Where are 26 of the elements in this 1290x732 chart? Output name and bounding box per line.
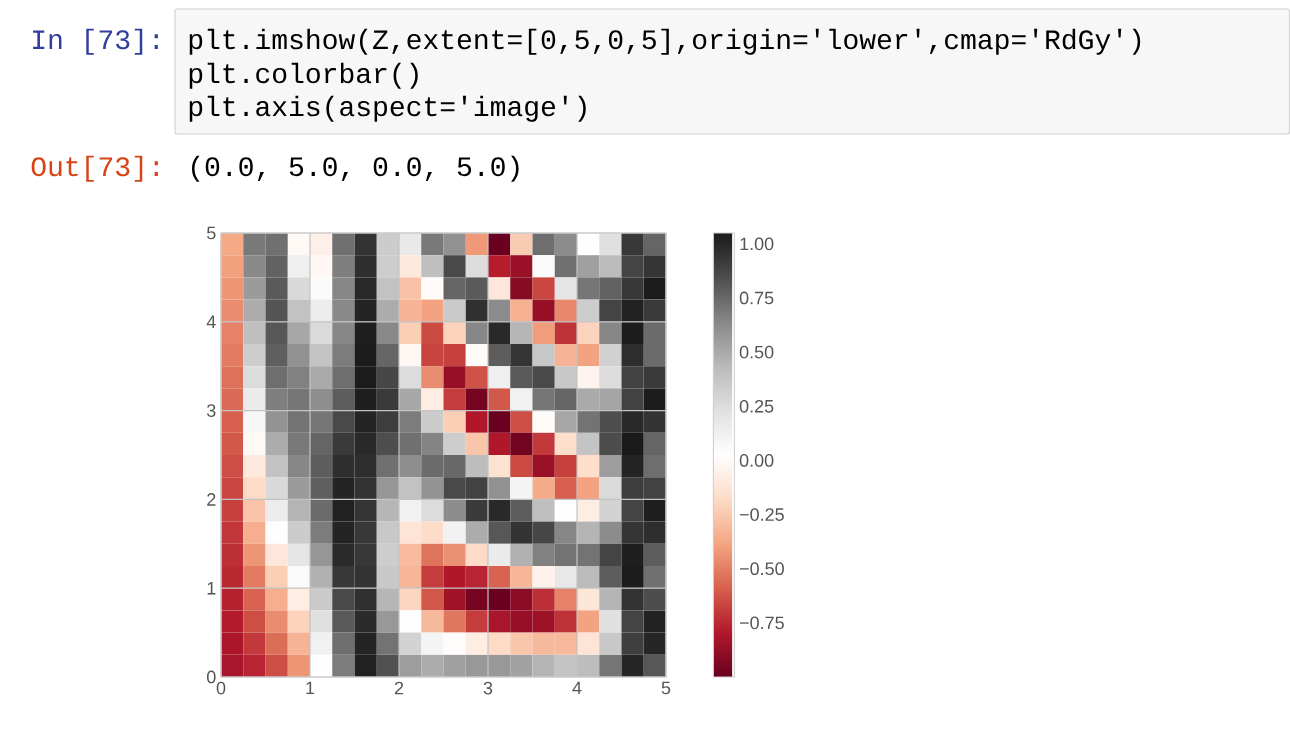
text: (0.0, 5.0, 0.0, 5.0) — [191, 155, 519, 182]
text: In [73]: — [33, 28, 158, 55]
x-tick-label: 3 — [483, 681, 493, 695]
color-bar-label: 0.75 — [739, 291, 774, 305]
x-tick-label: 4 — [572, 681, 582, 695]
x-tick-label: 2 — [394, 681, 404, 695]
color-bar-label: 1.00 — [740, 237, 774, 251]
color-bar-label: 0.00 — [739, 454, 774, 467]
y-tick-label: 4 — [206, 315, 216, 328]
x-tick-label: 5 — [661, 681, 671, 695]
text: plt.axis(aspect='image') — [189, 95, 586, 122]
y-tick-label: 0 — [207, 670, 216, 684]
y-tick-label: 3 — [206, 404, 216, 417]
text: plt.imshow(Z,extent=[0,5,0,5],origin='lower',cmap='RdGy') — [189, 28, 1141, 55]
y-tick-label: 2 — [207, 493, 216, 506]
x-tick-label: 1 — [306, 681, 315, 695]
color-bar-label: −0.25 — [739, 508, 784, 521]
text: plt.colorbar() — [189, 62, 418, 89]
y-tick-label: 5 — [207, 226, 216, 240]
color-bar-label: 0.50 — [739, 345, 774, 359]
text: Out[73]: — [31, 155, 158, 182]
x-tick-label: 0 — [216, 681, 226, 695]
y-tick-label: 1 — [207, 582, 216, 595]
color-bar-label: −0.75 — [739, 616, 784, 630]
color-bar-label: −0.50 — [739, 562, 784, 576]
color-bar-label: 0.25 — [739, 399, 774, 413]
